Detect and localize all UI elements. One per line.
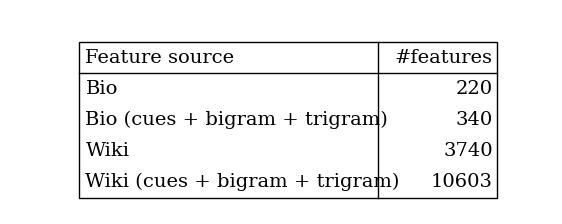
Text: Bio (cues + bigram + trigram): Bio (cues + bigram + trigram) [85, 111, 388, 129]
Text: 220: 220 [456, 80, 493, 98]
Text: Wiki (cues + bigram + trigram): Wiki (cues + bigram + trigram) [85, 173, 400, 191]
Text: 340: 340 [455, 111, 493, 129]
Text: 3740: 3740 [443, 142, 493, 160]
Text: 10603: 10603 [430, 173, 493, 191]
Text: #features: #features [395, 49, 493, 67]
Text: Feature source: Feature source [85, 49, 234, 67]
Text: Wiki: Wiki [85, 142, 129, 160]
Text: Bio: Bio [85, 80, 118, 98]
